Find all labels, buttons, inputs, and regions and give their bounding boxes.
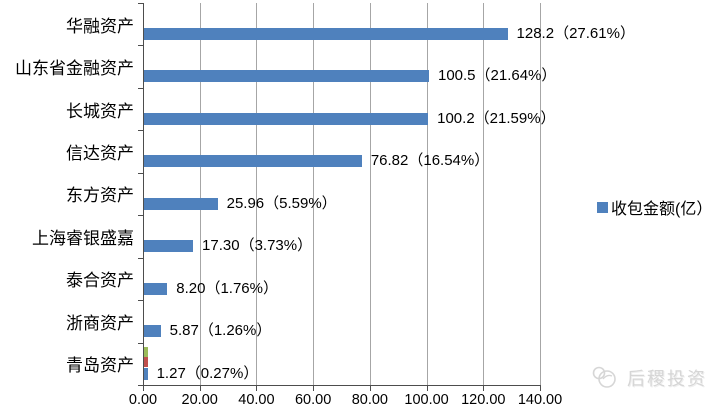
category-label: 长城资产 [66,101,134,121]
y-axis-tick [138,385,143,386]
value-label: 8.20（1.76%） [176,279,278,297]
bar [144,155,362,168]
x-axis-label: 80.00 [351,392,388,408]
bar [144,367,148,380]
bar [144,282,168,295]
houji-logo-icon [592,366,616,388]
y-axis-tick [138,173,143,174]
y-axis-tick [138,130,143,131]
x-axis-tick [199,386,201,391]
value-label: 17.30（3.73%） [202,237,313,255]
value-label: 76.82（16.54%） [370,152,490,170]
extra-mark-bar [144,346,148,357]
x-axis-tick [143,386,144,391]
x-axis-tick [483,386,485,391]
y-axis-tick [138,300,143,301]
value-label: 25.96（5.59%） [226,194,337,212]
value-label: 128.2（27.61%） [516,25,635,42]
legend: 收包金额(亿） [597,195,712,219]
x-axis-label: 0.00 [128,392,158,408]
x-axis-tick [426,386,428,391]
x-axis-label: 140.00 [517,392,563,408]
gridline [540,3,541,385]
value-label: 100.2（21.59%） [437,109,556,127]
x-axis-label: 100.00 [404,392,449,408]
y-axis-tick [138,215,143,216]
y-axis-tick [138,343,143,344]
category-label: 青岛资产 [66,356,134,376]
bar [144,28,508,40]
y-axis-tick [138,258,143,259]
category-label: 东方资产 [66,186,134,206]
bar [144,112,429,125]
legend-marker-square [597,201,608,213]
gridline [256,3,258,385]
category-label: 浙商资产 [66,313,134,333]
x-axis-tick [313,386,315,391]
watermark: 后稷投资 [591,364,707,392]
x-axis-tick [540,386,541,391]
legend-label: 收包金额(亿） [611,201,713,218]
bar [144,240,194,253]
category-label: 山东省金融资产 [15,59,134,79]
y-axis-tick [138,3,143,4]
x-axis-label: 20.00 [181,392,218,408]
plot-area [143,3,541,386]
value-label: 1.27（0.27%） [156,364,259,382]
gridline [313,3,315,385]
gridline [199,3,201,385]
watermark-text: 后稷投资 [627,369,707,389]
gridline [426,3,428,385]
x-axis-tick [369,386,371,391]
y-axis-tick [138,45,143,46]
extra-mark-bar [144,356,148,367]
x-axis-label: 60.00 [294,392,332,408]
x-axis-label: 120.00 [461,392,506,408]
category-label: 信达资产 [66,144,134,164]
value-label: 5.87（1.26%） [169,322,272,340]
category-label: 华融资产 [66,16,134,36]
value-label: 100.5（21.64%） [437,67,557,85]
bar [144,197,218,210]
bar [144,325,161,338]
category-label: 上海睿银盛嘉 [32,228,134,248]
gridline [483,3,485,385]
category-label: 泰合资产 [66,271,134,291]
bar [144,70,429,83]
y-axis-tick [138,88,143,89]
x-axis-label: 40.00 [238,392,275,408]
x-axis-tick [256,386,258,391]
gridline [369,3,371,385]
